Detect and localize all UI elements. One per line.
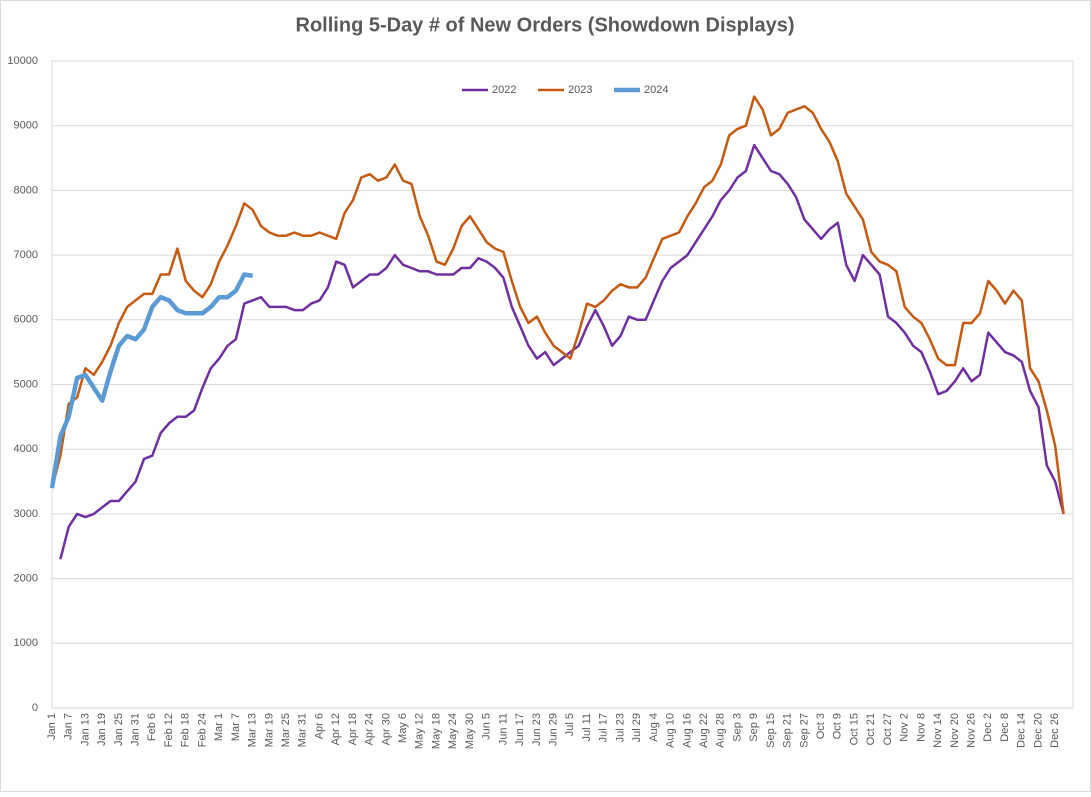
legend-label: 2022 <box>492 84 516 96</box>
x-tick-label: Jul 29 <box>631 713 643 742</box>
x-tick-label: Oct 15 <box>848 713 860 745</box>
x-tick-label: Apr 18 <box>347 713 359 745</box>
x-tick-label: Oct 3 <box>815 713 827 739</box>
x-tick-label: Jun 11 <box>497 713 509 745</box>
x-tick-label: Sep 15 <box>765 713 777 748</box>
x-tick-label: Apr 6 <box>313 713 325 739</box>
x-tick-label: Apr 30 <box>380 713 392 745</box>
x-tick-label: Sep 3 <box>731 713 743 742</box>
x-tick-label: Aug 16 <box>681 713 693 748</box>
y-tick-label: 5000 <box>14 378 38 390</box>
x-tick-label: Nov 20 <box>949 713 961 748</box>
y-tick-label: 1000 <box>14 637 38 649</box>
x-tick-label: May 24 <box>447 713 459 749</box>
x-tick-label: Aug 10 <box>665 713 677 748</box>
x-tick-label: Jul 5 <box>564 713 576 736</box>
x-tick-label: Jun 29 <box>548 713 560 746</box>
x-tick-label: Aug 22 <box>698 713 710 748</box>
x-tick-label: Apr 24 <box>364 713 376 745</box>
x-tick-label: Jan 13 <box>79 713 91 746</box>
x-tick-label: Nov 26 <box>966 713 978 748</box>
x-tick-label: Jul 23 <box>614 713 626 742</box>
x-tick-label: Nov 2 <box>899 713 911 742</box>
x-tick-label: Dec 2 <box>982 713 994 742</box>
x-tick-label: Jun 5 <box>481 713 493 740</box>
x-tick-label: Nov 14 <box>932 713 944 748</box>
x-tick-label: May 12 <box>414 713 426 749</box>
x-tick-label: Oct 21 <box>865 713 877 745</box>
y-tick-label: 2000 <box>14 573 38 585</box>
y-tick-label: 7000 <box>14 249 38 261</box>
x-tick-label: May 18 <box>430 713 442 749</box>
chart-title: Rolling 5-Day # of New Orders (Showdown … <box>296 14 795 36</box>
y-tick-label: 0 <box>32 702 38 714</box>
x-tick-label: Dec 20 <box>1032 713 1044 748</box>
legend-label: 2023 <box>568 84 592 96</box>
x-tick-label: May 6 <box>397 713 409 743</box>
x-tick-label: Mar 7 <box>230 713 242 741</box>
x-tick-label: Jan 19 <box>96 713 108 746</box>
x-tick-label: Jun 23 <box>531 713 543 746</box>
x-tick-label: Feb 18 <box>180 713 192 747</box>
series-line <box>59 143 1065 560</box>
x-tick-label: Mar 19 <box>263 713 275 747</box>
x-tick-label: Mar 1 <box>213 713 225 741</box>
x-tick-label: Aug 28 <box>715 713 727 748</box>
x-tick-label: Jan 1 <box>46 713 58 740</box>
x-tick-label: Jul 11 <box>581 713 593 742</box>
x-tick-label: Sep 9 <box>748 713 760 742</box>
x-tick-label: Mar 13 <box>247 713 259 747</box>
x-tick-label: Jun 17 <box>514 713 526 746</box>
series-line <box>49 272 253 489</box>
y-tick-label: 4000 <box>14 443 38 455</box>
x-tick-label: Jan 25 <box>113 713 125 746</box>
x-tick-label: Mar 25 <box>280 713 292 747</box>
x-tick-label: Jan 31 <box>130 713 142 746</box>
y-tick-label: 6000 <box>14 314 38 326</box>
x-tick-label: Jul 17 <box>598 713 610 742</box>
x-tick-label: Sep 21 <box>782 713 794 748</box>
x-tick-label: Feb 6 <box>146 713 158 741</box>
x-tick-label: May 30 <box>464 713 476 749</box>
x-tick-label: Apr 12 <box>330 713 342 745</box>
series-line <box>50 95 1065 515</box>
x-tick-label: Feb 12 <box>163 713 175 747</box>
legend-label: 2024 <box>644 84 668 96</box>
x-tick-label: Dec 26 <box>1049 713 1061 748</box>
y-tick-label: 9000 <box>14 120 38 132</box>
x-tick-label: Nov 8 <box>915 713 927 742</box>
x-tick-label: Oct 27 <box>882 713 894 745</box>
x-tick-label: Dec 8 <box>999 713 1011 742</box>
x-tick-label: Feb 24 <box>196 713 208 747</box>
y-tick-label: 3000 <box>14 508 38 520</box>
x-tick-label: Sep 27 <box>798 713 810 748</box>
x-tick-label: Mar 31 <box>297 713 309 747</box>
y-tick-label: 8000 <box>14 184 38 196</box>
x-tick-label: Oct 9 <box>832 713 844 739</box>
x-tick-label: Jan 7 <box>63 713 75 740</box>
y-tick-label: 10000 <box>7 55 38 67</box>
x-tick-label: Aug 4 <box>648 713 660 742</box>
x-tick-label: Dec 14 <box>1016 713 1028 748</box>
